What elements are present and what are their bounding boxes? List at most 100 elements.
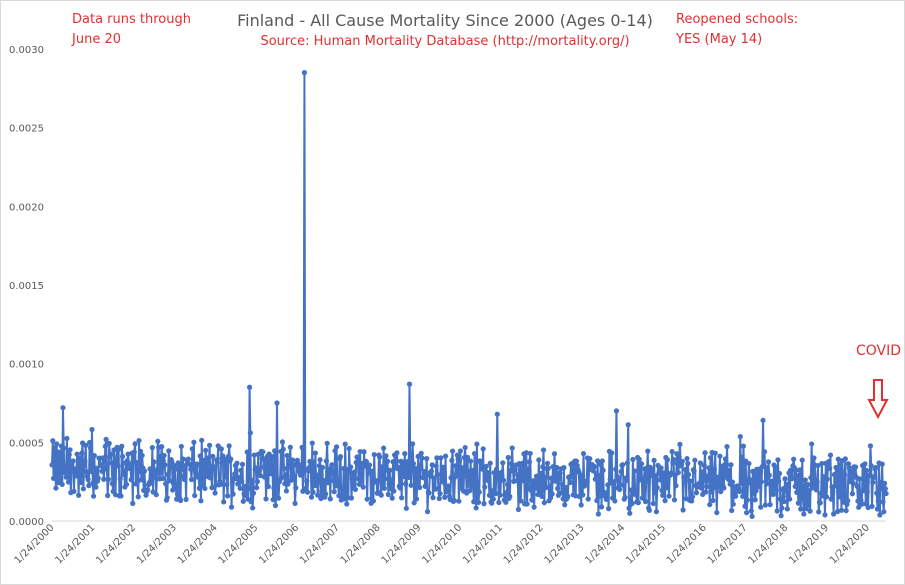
data-point [811,455,817,461]
data-point [151,459,157,465]
data-point [819,460,825,467]
data-point [424,509,431,515]
data-point [676,454,682,460]
data-point [648,466,654,472]
data-point [669,449,675,455]
data-point [253,465,259,471]
data-point [821,485,827,492]
x-tick-label: 1/24/2014 [583,522,627,566]
data-point [74,451,80,457]
data-point [473,505,479,511]
data-point [693,490,700,496]
data-point [413,496,420,502]
data-point [867,443,874,449]
data-point [308,462,314,469]
data-point [499,473,505,479]
data-point [440,464,446,470]
data-point [271,485,277,491]
data-point [486,492,493,498]
data-point [882,486,888,492]
data-point [98,462,104,469]
data-point [279,439,286,445]
data-point [531,504,537,510]
data-point [187,461,193,468]
data-point [393,457,399,464]
data-point [800,496,806,502]
data-point [551,451,558,457]
data-point [765,459,772,465]
data-point [315,479,322,485]
data-point [555,485,561,492]
data-point [192,492,198,499]
data-point [232,471,238,477]
data-point [875,498,881,504]
data-point [317,457,323,463]
data-point [386,481,392,487]
data-point [594,497,600,504]
data-point [704,473,710,479]
data-point [609,450,615,456]
data-point [128,477,134,483]
data-point [363,458,369,465]
data-point [547,483,553,489]
data-point [94,465,100,471]
data-point [337,454,344,460]
data-point [475,499,482,505]
x-tick-label: 1/24/2003 [135,522,179,566]
data-point [423,473,429,479]
data-point [538,474,544,480]
data-point [194,461,200,467]
data-point [770,491,776,497]
data-point [500,460,506,466]
data-point [383,453,389,459]
data-point [309,440,315,446]
data-point [804,497,810,503]
data-point [325,480,331,486]
data-point [627,510,633,516]
data-point [445,487,451,494]
data-point [348,495,355,501]
data-point [682,476,688,482]
data-point [620,462,626,468]
data-point [226,443,232,449]
data-point [542,475,548,481]
data-point [103,436,109,442]
x-tick-label: 1/24/2016 [665,522,709,566]
data-point [871,474,877,480]
data-point [246,384,253,390]
data-point [729,507,735,514]
data-point [728,462,734,468]
covid-arrow-icon [867,379,889,420]
data-point [81,463,87,469]
data-point [141,468,148,474]
data-point [220,453,226,459]
data-point [520,477,526,484]
data-point [148,480,155,486]
data-point [284,452,290,459]
data-point [65,470,71,477]
x-tick-label: 1/24/2005 [216,522,260,566]
data-point [798,487,805,493]
data-point [722,462,728,468]
data-point [479,466,485,472]
data-point [152,474,158,480]
data-point [471,451,478,457]
data-point [733,493,739,499]
data-point [269,453,275,460]
data-point [762,449,768,455]
data-point [359,478,365,484]
data-point [625,422,631,428]
data-point [823,494,830,500]
data-point [787,467,794,473]
data-point [599,458,605,464]
y-tick-label: 0.0025 [9,124,44,135]
data-point [666,493,672,499]
data-point [468,483,475,490]
data-point [304,489,311,495]
data-point [155,438,161,444]
data-point [489,500,495,506]
data-point [624,477,630,483]
data-point [600,467,606,473]
data-point [179,466,185,472]
data-point [860,488,867,494]
